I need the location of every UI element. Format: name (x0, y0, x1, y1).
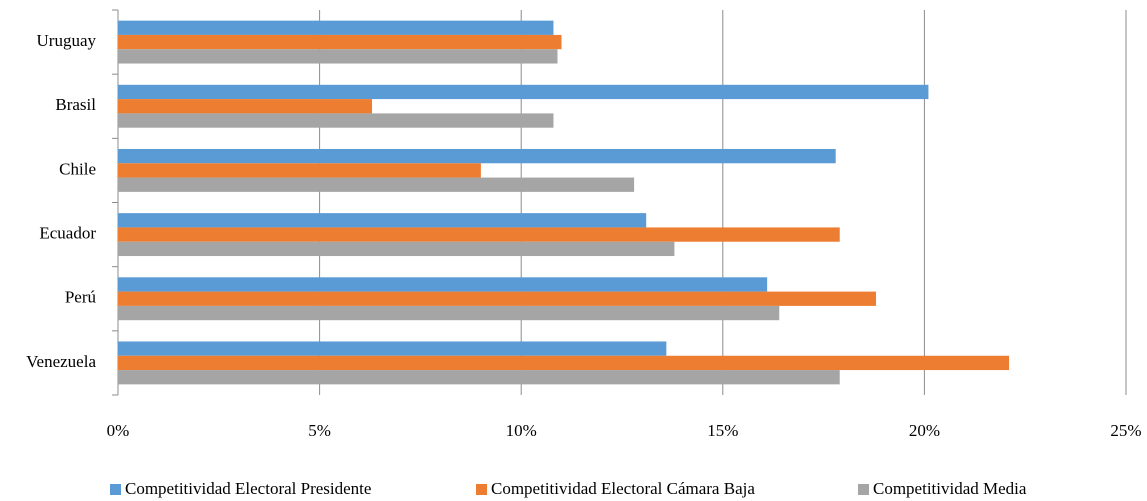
legend-label: Competitividad Electoral Presidente (125, 479, 371, 498)
bar (118, 113, 554, 128)
x-tick-label: 20% (909, 421, 940, 440)
bar (118, 355, 1010, 371)
y-tick-label: Brasil (55, 95, 96, 114)
y-tick-label: Perú (65, 288, 97, 307)
bar (118, 305, 780, 321)
bar (118, 84, 929, 100)
x-tick-label: 15% (707, 421, 738, 440)
bar (118, 148, 836, 164)
y-tick-label: Ecuador (39, 223, 96, 242)
bar (118, 163, 481, 178)
bar (118, 49, 558, 64)
y-tick-label: Venezuela (26, 352, 96, 371)
bar (118, 291, 877, 306)
bar (118, 241, 675, 257)
legend-label: Competitividad Media (873, 479, 1027, 498)
bar (118, 227, 840, 242)
y-tick-label: Uruguay (37, 31, 97, 50)
bar (118, 213, 647, 228)
bar (118, 341, 667, 356)
bar (118, 99, 373, 114)
bar (118, 370, 840, 385)
legend-swatch (476, 484, 487, 495)
legend-swatch (858, 484, 869, 495)
bar (118, 34, 562, 50)
y-tick-label: Chile (59, 159, 96, 178)
legend-swatch (110, 484, 121, 495)
x-tick-label: 0% (107, 421, 130, 440)
bar (118, 20, 554, 35)
legend-label: Competitividad Electoral Cámara Baja (491, 479, 755, 498)
bar (118, 177, 635, 192)
x-tick-label: 5% (308, 421, 331, 440)
bar (118, 277, 768, 292)
x-tick-label: 10% (506, 421, 537, 440)
x-tick-label: 25% (1110, 421, 1141, 440)
